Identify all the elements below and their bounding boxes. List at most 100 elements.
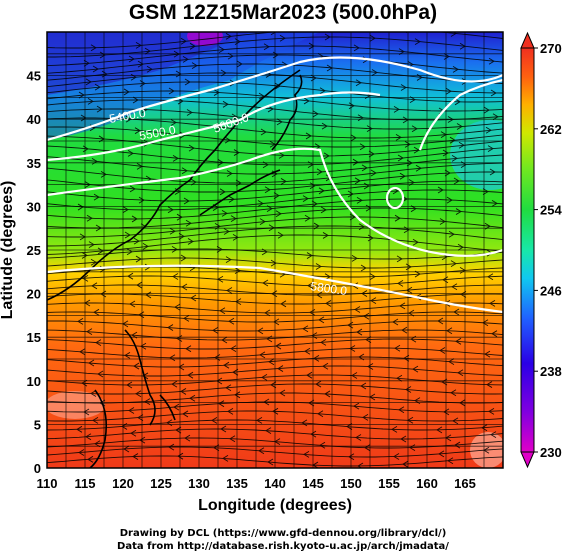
streamline-arrow <box>317 410 324 418</box>
streamline-arrow <box>122 206 129 213</box>
streamline-arrow <box>356 196 363 204</box>
streamline-arrow <box>323 152 330 160</box>
streamline-arrow <box>459 267 466 274</box>
streamline-arrow <box>439 347 446 354</box>
streamline-arrow <box>131 331 138 339</box>
y-tick-label: 45 <box>27 69 41 84</box>
streamline-arrow <box>454 441 461 449</box>
streamline-arrow <box>128 407 135 414</box>
streamline-arrow <box>309 182 316 190</box>
streamline-arrow <box>319 87 326 95</box>
streamline-arrow <box>492 113 499 121</box>
streamline-arrow <box>262 161 269 169</box>
streamline-arrow <box>273 318 280 326</box>
streamline-arrow <box>177 452 184 460</box>
streamline <box>47 54 503 74</box>
streamline-arrow <box>166 419 173 427</box>
x-tick-label: 140 <box>264 476 286 491</box>
streamline-arrow <box>167 324 174 331</box>
streamline-arrow <box>140 342 147 350</box>
streamline-arrow <box>449 136 456 144</box>
streamline-arrow <box>139 436 146 444</box>
streamline-arrow <box>445 434 452 442</box>
streamline-arrow <box>369 34 376 42</box>
streamline-arrow <box>270 259 277 267</box>
x-tick-label: 120 <box>112 476 134 491</box>
streamline <box>47 446 503 458</box>
streamline-arrow <box>191 62 198 70</box>
streamline-arrow <box>172 154 179 162</box>
colorbar-min-arrow <box>520 451 535 469</box>
streamline-arrow <box>407 416 414 424</box>
streamline-arrow <box>361 25 366 31</box>
streamline-arrow <box>83 408 90 416</box>
streamline-arrow <box>363 182 370 190</box>
streamline-arrow <box>124 231 131 239</box>
streamline-arrow <box>308 42 315 50</box>
streamline-arrow <box>450 260 457 268</box>
streamline-arrow <box>173 50 180 58</box>
streamline-arrow <box>409 96 416 104</box>
x-tick-label: 135 <box>226 476 248 491</box>
coastlines <box>47 69 303 468</box>
streamline-arrow <box>171 380 178 388</box>
y-axis-label: Latitude (degrees) <box>0 181 16 320</box>
streamline-arrow <box>347 321 354 329</box>
streamline-arrow <box>303 97 310 105</box>
streamline-arrow <box>225 384 232 392</box>
streamline-arrow <box>231 113 238 121</box>
streamline-arrow <box>406 159 413 167</box>
streamline-arrow <box>353 44 360 52</box>
streamline-arrow <box>440 131 447 139</box>
streamline-arrow <box>448 358 455 365</box>
streamline-arrow <box>350 134 357 142</box>
streamline-arrow <box>124 352 131 359</box>
streamline-arrow <box>416 74 423 81</box>
streamline-arrow <box>228 317 235 325</box>
streamline <box>47 329 503 341</box>
streamline-arrow <box>398 48 405 56</box>
streamline-arrow <box>80 114 87 122</box>
streamline-arrow <box>455 337 462 345</box>
streamline <box>47 36 503 58</box>
streamline-arrow <box>319 441 326 449</box>
streamline-arrow <box>264 309 271 317</box>
streamline-arrow <box>98 135 105 143</box>
streamline-arrow <box>181 283 188 291</box>
streamline-arrow <box>175 70 182 78</box>
streamline-arrow <box>269 140 276 148</box>
streamline-arrow <box>320 339 327 346</box>
streamline-arrow <box>226 170 233 177</box>
streamline-arrow <box>489 168 496 176</box>
streamline-arrow <box>454 98 461 106</box>
streamline-arrow <box>306 371 313 379</box>
streamline-arrow <box>136 281 143 289</box>
x-axis-ticks: 110 115 120 125 130 135 140 145 150 155 160 165 <box>37 476 476 491</box>
streamline-arrow <box>396 374 403 382</box>
streamline-arrow <box>178 363 185 371</box>
streamline-arrow <box>360 382 367 390</box>
streamline-arrow <box>95 224 102 232</box>
streamline-arrow <box>133 237 140 245</box>
streamline-arrow <box>346 423 353 430</box>
streamline-arrow <box>360 264 367 272</box>
streamline-arrow <box>222 100 229 108</box>
streamline-arrow <box>396 255 403 263</box>
streamline-arrow <box>442 149 449 157</box>
streamline-arrow <box>234 267 241 274</box>
streamline-arrow <box>460 291 467 298</box>
streamline-arrow <box>450 32 457 37</box>
streamline-arrow <box>401 326 408 334</box>
streamline-arrow <box>78 91 85 99</box>
streamline-arrow <box>459 399 466 407</box>
streamline-arrow <box>358 223 365 231</box>
streamline-arrow <box>232 234 239 241</box>
streamline-arrow <box>271 290 278 298</box>
streamline-arrow <box>235 298 242 306</box>
streamline-arrow <box>362 414 369 421</box>
streamline-arrow <box>400 84 407 91</box>
streamline-arrow <box>318 187 325 195</box>
streamline-arrow <box>77 317 84 325</box>
streamline-arrow <box>312 110 319 118</box>
streamline-arrow <box>95 339 102 346</box>
